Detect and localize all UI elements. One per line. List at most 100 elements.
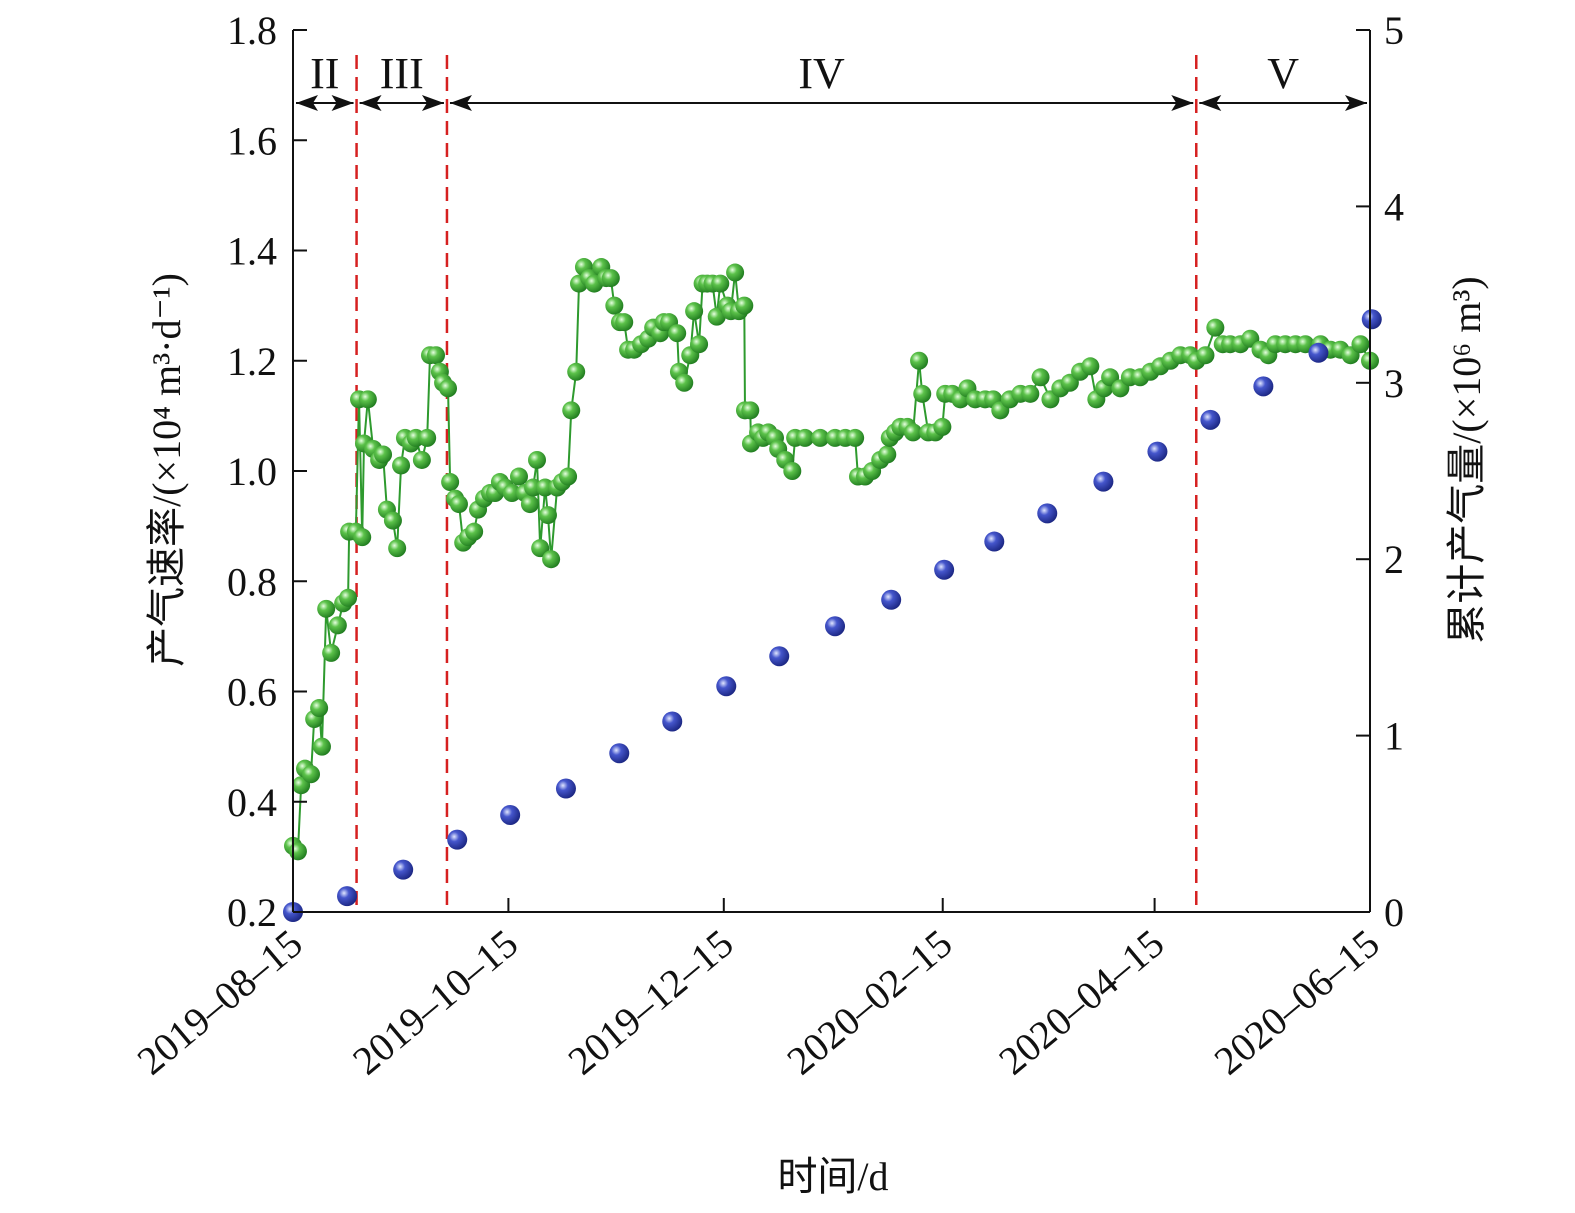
y-right-tick-label: 5 <box>1384 8 1404 53</box>
rate-point <box>741 401 760 420</box>
rate-point <box>726 263 745 282</box>
rate-point <box>846 428 865 447</box>
y-left-tick-label: 0.6 <box>227 670 277 715</box>
phase-label: III <box>380 49 424 98</box>
x-tick-label: 2020–06–15 <box>1206 920 1388 1083</box>
phase-label: IV <box>798 49 845 98</box>
cumulative-point <box>881 589 902 610</box>
cumulative-point <box>825 616 846 637</box>
rate-point <box>520 495 539 514</box>
rate-point <box>509 467 528 486</box>
arrow-left-icon <box>359 95 382 111</box>
rate-point <box>878 445 897 464</box>
rate-point <box>675 373 694 392</box>
rate-point <box>562 401 581 420</box>
cumulative-point <box>1147 441 1168 462</box>
rate-point <box>783 462 802 480</box>
rate-point <box>392 456 411 475</box>
rate-point <box>418 428 437 447</box>
cumulative-point <box>555 778 576 799</box>
rate-point <box>685 302 704 321</box>
rate-point <box>339 588 358 607</box>
cumulative-point <box>337 886 358 907</box>
rate-point <box>904 423 923 442</box>
rate-point <box>1206 318 1225 337</box>
rate-point <box>427 346 446 365</box>
rate-point <box>668 324 687 343</box>
y-axis-left-label: 产气速率/(×10⁴ m³·d⁻¹) <box>144 273 189 667</box>
y-axis-right-label: 累计产气量/(×10⁶ m³) <box>1444 276 1489 643</box>
arrow-right-icon <box>1345 95 1367 111</box>
rate-point <box>358 390 377 409</box>
y-left-tick-label: 1.0 <box>227 449 277 494</box>
cumulative-point <box>1093 471 1114 492</box>
y-left-tick-label: 1.6 <box>227 118 277 163</box>
rate-point <box>601 269 620 288</box>
phase-annotations: II III IV V <box>296 49 1367 912</box>
x-tick-label: 2020–04–15 <box>990 920 1172 1083</box>
rate-point <box>1021 384 1040 403</box>
rate-point <box>605 296 624 315</box>
x-tick-label: 2019–12–15 <box>559 920 741 1083</box>
rate-point <box>1351 335 1370 354</box>
arrow-left-icon <box>1199 95 1222 111</box>
cumulative-point <box>662 711 683 732</box>
rate-point <box>528 450 547 469</box>
y-left-tick-label: 1.2 <box>227 339 277 384</box>
y-right-tick-label: 3 <box>1384 361 1404 406</box>
rate-point <box>615 313 634 332</box>
rate-point <box>310 699 329 718</box>
y-left-tick-label: 1.8 <box>227 8 277 53</box>
cumulative-point <box>609 743 630 764</box>
rate-point <box>690 335 709 354</box>
rate-point <box>328 616 347 635</box>
rate-point <box>567 362 586 381</box>
x-tick-label: 2019–08–15 <box>129 920 311 1083</box>
rate-point <box>353 528 372 547</box>
rate-point <box>439 379 458 398</box>
rate-point <box>441 473 460 492</box>
rate-point <box>711 274 730 293</box>
rate-point <box>933 417 952 436</box>
y-left-tick-label: 0.4 <box>227 780 277 825</box>
cumulative-point <box>447 829 468 850</box>
x-tick-label: 2019–10–15 <box>344 920 526 1083</box>
cumulative-point <box>393 859 414 880</box>
cumulative-point <box>769 646 790 667</box>
y-right-tick-label: 4 <box>1384 184 1404 229</box>
arrow-right-icon <box>331 95 354 111</box>
arrow-right-icon <box>1171 95 1194 111</box>
cumulative-point <box>1308 342 1329 363</box>
rate-point <box>811 428 830 447</box>
y-right-tick-label: 2 <box>1384 537 1404 582</box>
rate-point <box>302 765 321 784</box>
rate-point <box>1031 368 1050 387</box>
rate-point <box>913 384 932 403</box>
arrow-left-icon <box>296 95 318 111</box>
rate-point <box>383 511 402 530</box>
y-right-tick-label: 0 <box>1384 890 1404 935</box>
phase-label: V <box>1267 49 1299 98</box>
y-right-tick-label: 1 <box>1384 714 1404 759</box>
cumulative-point <box>934 559 955 580</box>
rate-point <box>502 484 521 503</box>
cumulative-point <box>1361 309 1382 330</box>
rate-point <box>910 351 929 370</box>
y-left-tick-label: 0.8 <box>227 559 277 604</box>
rate-point <box>449 495 468 514</box>
cumulative-point <box>1037 503 1058 524</box>
cumulative-point <box>984 531 1005 552</box>
cumulative-point <box>716 676 737 697</box>
rate-point <box>312 737 331 756</box>
rate-point <box>559 467 578 486</box>
rate-point <box>317 599 336 618</box>
x-tick-label: 2020–02–15 <box>778 920 960 1083</box>
y-left-tick-label: 0.2 <box>227 890 277 935</box>
rate-point <box>538 506 557 525</box>
cumulative-point <box>500 804 521 825</box>
arrow-left-icon <box>449 95 472 111</box>
rate-point <box>1081 357 1100 376</box>
cumulative-point <box>1253 376 1274 397</box>
rate-point <box>796 428 815 447</box>
